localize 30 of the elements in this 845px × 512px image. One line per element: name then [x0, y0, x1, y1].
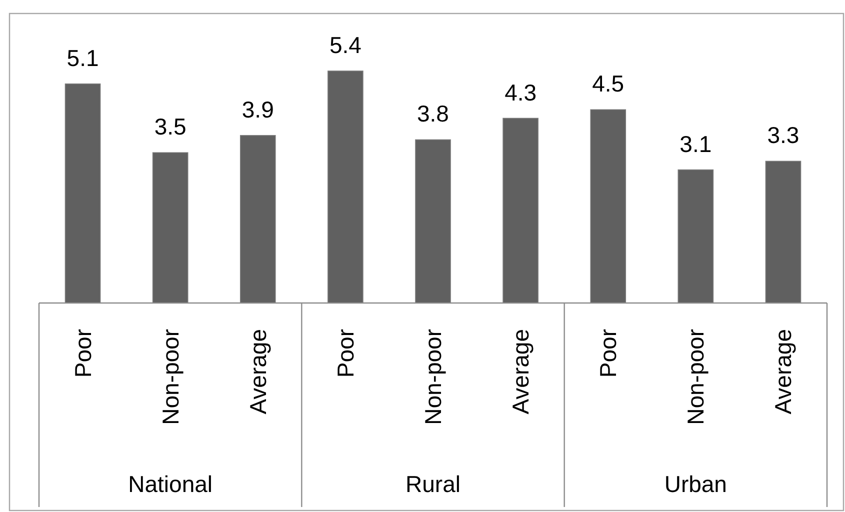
- text: Rural: [406, 471, 460, 497]
- bar: [765, 160, 802, 304]
- bar: [678, 169, 714, 304]
- x-tick-label: Non-poor: [420, 328, 446, 425]
- data-label: 4.3: [504, 79, 537, 106]
- bar: [502, 118, 538, 304]
- data-label: 5.1: [66, 44, 99, 71]
- x-tick-label: Average: [508, 329, 534, 414]
- x-tick-label: Non-poor: [157, 328, 184, 425]
- data-label: 3.8: [417, 100, 449, 127]
- data-label: 4.5: [592, 70, 624, 97]
- x-tick-label: Poor: [70, 328, 96, 378]
- bar: [415, 139, 451, 304]
- x-tick-label: Non-poor: [682, 328, 709, 425]
- data-label: 3.3: [767, 122, 800, 148]
- data-label: 3.9: [242, 96, 274, 122]
- bar: [64, 83, 101, 304]
- x-tick-label: Poor: [595, 328, 622, 378]
- data-label: 3.1: [680, 130, 712, 157]
- text: Urban: [664, 471, 727, 497]
- x-tick-label: Poor: [332, 328, 358, 378]
- x-tick-label: Average: [244, 329, 271, 414]
- data-label: 5.4: [329, 32, 362, 58]
- bar: [328, 70, 364, 304]
- data-label: 3.5: [154, 114, 186, 140]
- x-tick-label: Average: [770, 329, 796, 414]
- bar: [590, 109, 626, 304]
- text: National: [128, 471, 213, 497]
- bar: [240, 135, 276, 304]
- bar: [152, 152, 188, 304]
